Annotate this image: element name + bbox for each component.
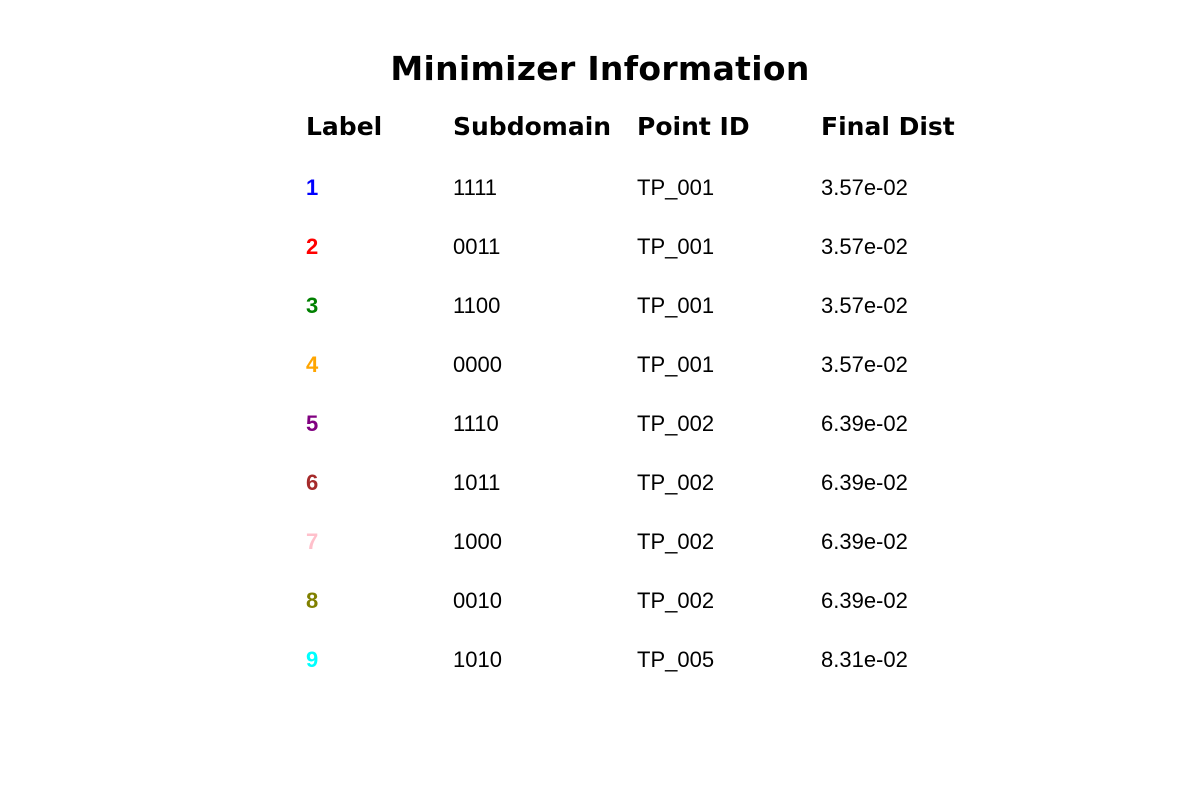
row-subdomain: 0011 bbox=[453, 234, 501, 259]
row-point-id: TP_002 bbox=[637, 529, 715, 554]
row-label: 5 bbox=[306, 411, 319, 436]
row-label: 7 bbox=[306, 529, 319, 554]
table-title: Minimizer Information bbox=[390, 49, 810, 88]
row-label: 6 bbox=[306, 470, 319, 495]
row-subdomain: 1000 bbox=[453, 529, 502, 554]
row-final-dist: 3.57e-02 bbox=[821, 293, 908, 318]
row-subdomain: 1011 bbox=[453, 470, 501, 495]
row-point-id: TP_002 bbox=[637, 411, 715, 436]
row-final-dist: 8.31e-02 bbox=[821, 647, 908, 672]
row-label: 2 bbox=[306, 234, 319, 259]
column-header-subdomain: Subdomain bbox=[453, 112, 612, 141]
row-subdomain: 1010 bbox=[453, 647, 502, 672]
row-label: 8 bbox=[306, 588, 319, 613]
row-label: 1 bbox=[306, 175, 319, 200]
row-final-dist: 3.57e-02 bbox=[821, 352, 908, 377]
row-point-id: TP_002 bbox=[637, 588, 715, 613]
row-label: 9 bbox=[306, 647, 319, 672]
row-final-dist: 3.57e-02 bbox=[821, 175, 908, 200]
row-subdomain: 0000 bbox=[453, 352, 502, 377]
row-point-id: TP_001 bbox=[637, 293, 715, 318]
row-subdomain: 1110 bbox=[453, 411, 499, 436]
row-final-dist: 6.39e-02 bbox=[821, 470, 908, 495]
row-point-id: TP_001 bbox=[637, 175, 715, 200]
column-header-label: Label bbox=[306, 112, 383, 141]
row-point-id: TP_002 bbox=[637, 470, 715, 495]
row-subdomain: 0010 bbox=[453, 588, 502, 613]
row-label: 3 bbox=[306, 293, 319, 318]
row-point-id: TP_005 bbox=[637, 647, 715, 672]
row-label: 4 bbox=[306, 352, 319, 377]
column-header-final-dist: Final Dist bbox=[821, 112, 955, 141]
row-subdomain: 1111 bbox=[453, 175, 498, 200]
row-final-dist: 6.39e-02 bbox=[821, 588, 908, 613]
row-point-id: TP_001 bbox=[637, 234, 715, 259]
row-final-dist: 6.39e-02 bbox=[821, 411, 908, 436]
row-final-dist: 3.57e-02 bbox=[821, 234, 908, 259]
row-subdomain: 1100 bbox=[453, 293, 501, 318]
row-point-id: TP_001 bbox=[637, 352, 715, 377]
column-header-point-id: Point ID bbox=[637, 112, 750, 141]
row-final-dist: 6.39e-02 bbox=[821, 529, 908, 554]
